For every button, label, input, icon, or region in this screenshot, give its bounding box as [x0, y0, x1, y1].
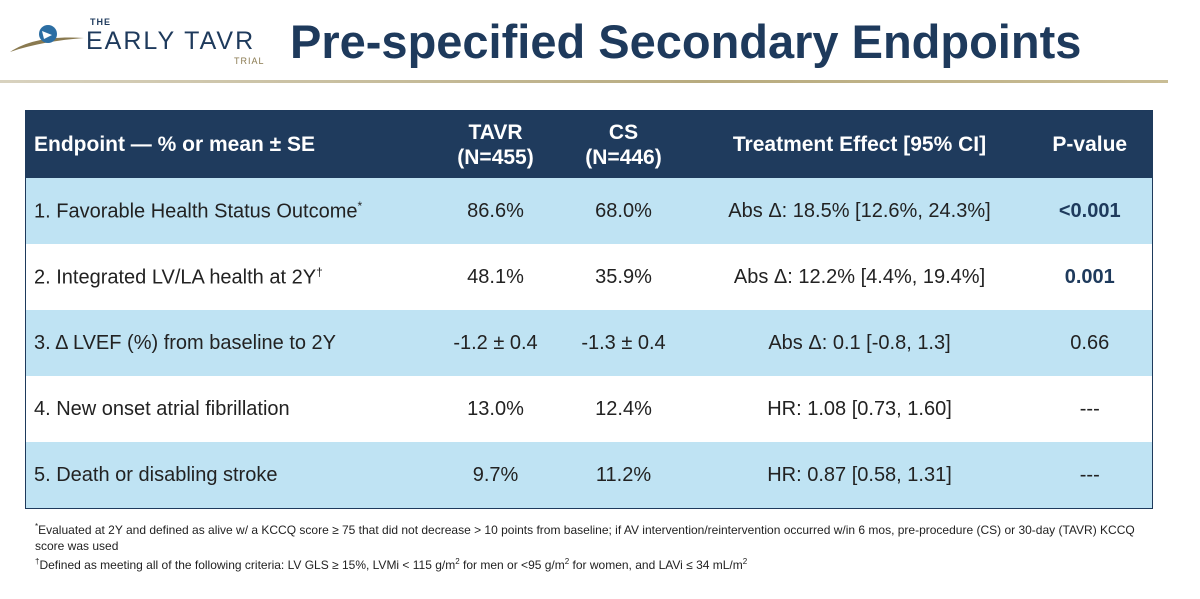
footnote-mark: † — [35, 557, 40, 566]
secondary-endpoints-table: Endpoint — % or mean ± SE TAVR (N=455) CS… — [25, 110, 1153, 509]
heart-valve-logo-icon — [10, 25, 84, 52]
slide-header: THE EARLY TAVR TRIAL Pre-specified Secon… — [0, 0, 1200, 84]
table-row: 3. Δ LVEF (%) from baseline to 2Y -1.2 ±… — [25, 310, 1153, 376]
treatment-effect: HR: 1.08 [0.73, 1.60] — [691, 376, 1028, 442]
treatment-effect: Abs Δ: 12.2% [4.4%, 19.4%] — [691, 244, 1028, 310]
endpoint-cell: 2. Integrated LV/LA health at 2Y† — [25, 244, 436, 310]
superscript-two: 2 — [742, 557, 748, 566]
p-value: 0.66 — [1027, 310, 1153, 376]
endpoint-label: 3. Δ LVEF (%) from baseline to 2Y — [25, 310, 436, 376]
footnotes: *Evaluated at 2Y and defined as alive w/… — [35, 519, 1155, 573]
logo-trial-text: TRIAL — [234, 56, 265, 66]
table-row: 4. New onset atrial fibrillation 13.0% 1… — [25, 376, 1153, 442]
cs-value: 35.9% — [555, 244, 692, 310]
logo-name-text: EARLY TAVR — [86, 27, 256, 55]
column-header-tavr: TAVR (N=455) — [435, 110, 556, 178]
column-header-cs: CS (N=446) — [555, 110, 692, 178]
column-header-tavr-n: (N=455) — [457, 145, 534, 169]
tavr-value: 48.1% — [435, 244, 556, 310]
tavr-value: 9.7% — [435, 442, 556, 509]
cs-value: 11.2% — [555, 442, 692, 509]
endpoint-label: 5. Death or disabling stroke — [25, 442, 436, 509]
table-row: 5. Death or disabling stroke 9.7% 11.2% … — [25, 442, 1153, 509]
tavr-value: 86.6% — [435, 178, 556, 244]
p-value: <0.001 — [1027, 178, 1153, 244]
endpoint-label: 4. New onset atrial fibrillation — [25, 376, 436, 442]
footnote-text-part: for men or <95 g/m — [459, 558, 565, 572]
early-tavr-logo: THE EARLY TAVR TRIAL — [8, 14, 278, 74]
footnote-text-part: Defined as meeting all of the following … — [39, 558, 456, 572]
treatment-effect: Abs Δ: 0.1 [-0.8, 1.3] — [691, 310, 1028, 376]
footnote-favorable-health-status: *Evaluated at 2Y and defined as alive w/… — [35, 519, 1155, 554]
table-row: 1. Favorable Health Status Outcome* 86.6… — [25, 178, 1153, 244]
footnote-text: Evaluated at 2Y and defined as alive w/ … — [35, 523, 1135, 553]
header-divider — [0, 80, 1168, 83]
column-header-endpoint: Endpoint — % or mean ± SE — [25, 110, 436, 178]
cs-value: 12.4% — [555, 376, 692, 442]
column-header-tavr-label: TAVR — [468, 120, 523, 144]
footnote-mark: † — [316, 264, 323, 279]
tavr-value: -1.2 ± 0.4 — [435, 310, 556, 376]
endpoint-label: 1. Favorable Health Status Outcome — [34, 200, 358, 223]
column-header-p-value: P-value — [1027, 110, 1153, 178]
table-header-row: Endpoint — % or mean ± SE TAVR (N=455) CS… — [25, 110, 1153, 178]
cs-value: 68.0% — [555, 178, 692, 244]
logo-the-text: THE — [90, 17, 111, 27]
column-header-cs-label: CS — [608, 120, 639, 144]
table-row: 2. Integrated LV/LA health at 2Y† 48.1% … — [25, 244, 1153, 310]
treatment-effect: HR: 0.87 [0.58, 1.31] — [691, 442, 1028, 509]
treatment-effect: Abs Δ: 18.5% [12.6%, 24.3%] — [691, 178, 1028, 244]
superscript-two: 2 — [564, 557, 570, 566]
footnote-text-part: for women, and LAVi ≤ 34 mL/m — [569, 558, 743, 572]
p-value: --- — [1027, 442, 1153, 509]
p-value: --- — [1027, 376, 1153, 442]
slide-title: Pre-specified Secondary Endpoints — [290, 15, 1082, 68]
column-header-cs-n: (N=446) — [585, 145, 662, 169]
endpoint-label: 2. Integrated LV/LA health at 2Y — [34, 266, 317, 289]
superscript-two: 2 — [455, 557, 460, 566]
cs-value: -1.3 ± 0.4 — [555, 310, 692, 376]
footnote-mark: * — [35, 522, 39, 531]
footnote-mark: * — [357, 198, 363, 213]
footnote-integrated-lv-la-health: †Defined as meeting all of the following… — [35, 554, 1155, 573]
p-value: 0.001 — [1027, 244, 1153, 310]
endpoint-cell: 1. Favorable Health Status Outcome* — [25, 178, 436, 244]
column-header-treatment-effect: Treatment Effect [95% CI] — [691, 110, 1028, 178]
tavr-value: 13.0% — [435, 376, 556, 442]
